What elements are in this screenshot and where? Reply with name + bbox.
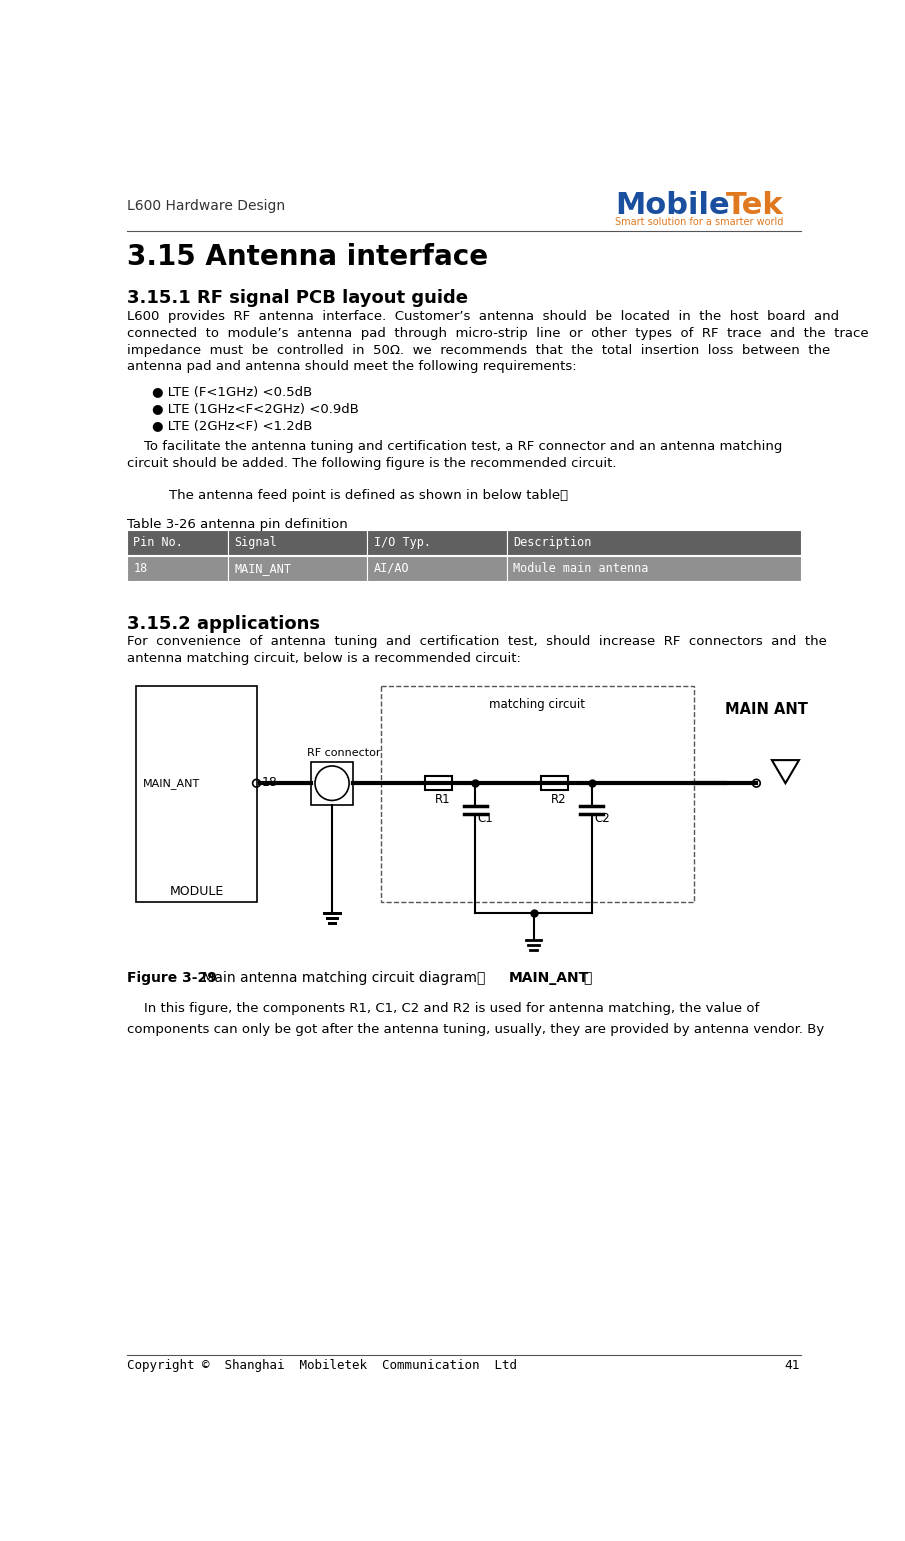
Text: Mobile: Mobile <box>615 191 730 220</box>
Bar <box>228 530 367 555</box>
Text: ● LTE (2GHz<F) <1.2dB: ● LTE (2GHz<F) <1.2dB <box>152 419 312 431</box>
Text: MAIN_ANT: MAIN_ANT <box>509 971 588 985</box>
Text: Copyright ©  Shanghai  Mobiletek  Communication  Ltd: Copyright © Shanghai Mobiletek Communica… <box>127 1359 517 1371</box>
Bar <box>127 530 228 555</box>
Text: 3.15.2 applications: 3.15.2 applications <box>127 615 320 633</box>
Text: ● LTE (1GHz<F<2GHz) <0.9dB: ● LTE (1GHz<F<2GHz) <0.9dB <box>152 402 358 415</box>
Bar <box>380 686 694 901</box>
Text: Description: Description <box>513 536 591 549</box>
Bar <box>228 556 367 581</box>
Text: C2: C2 <box>594 812 610 826</box>
Bar <box>507 556 801 581</box>
Bar <box>310 761 353 804</box>
Bar <box>541 777 568 791</box>
Text: 3.15.1 RF signal PCB layout guide: 3.15.1 RF signal PCB layout guide <box>127 288 468 307</box>
Text: antenna pad and antenna should meet the following requirements:: antenna pad and antenna should meet the … <box>127 361 576 373</box>
Text: Figure 3-29: Figure 3-29 <box>127 971 217 985</box>
Text: For  convenience  of  antenna  tuning  and  certification  test,  should  increa: For convenience of antenna tuning and ce… <box>127 635 827 647</box>
Bar <box>127 556 228 581</box>
Text: Pin No.: Pin No. <box>133 536 183 549</box>
Bar <box>367 530 507 555</box>
Ellipse shape <box>315 766 349 800</box>
Text: To facilitate the antenna tuning and certification test, a RF connector and an a: To facilitate the antenna tuning and cer… <box>127 439 783 453</box>
Text: Module main antenna: Module main antenna <box>513 562 648 575</box>
Text: ● LTE (F<1GHz) <0.5dB: ● LTE (F<1GHz) <0.5dB <box>152 385 312 398</box>
Text: 3.15 Antenna interface: 3.15 Antenna interface <box>127 242 488 271</box>
Text: connected  to  module’s  antenna  pad  through  micro-strip  line  or  other  ty: connected to module’s antenna pad throug… <box>127 327 869 339</box>
Text: Table 3-26 antenna pin definition: Table 3-26 antenna pin definition <box>127 518 348 530</box>
Text: C1: C1 <box>478 812 493 826</box>
Text: ）: ） <box>584 971 592 985</box>
Text: R1: R1 <box>434 794 451 806</box>
Text: L600 Hardware Design: L600 Hardware Design <box>127 199 285 213</box>
Text: Smart solution for a smarter world: Smart solution for a smarter world <box>615 217 784 227</box>
Text: Main antenna matching circuit diagram（: Main antenna matching circuit diagram（ <box>198 971 486 985</box>
Bar <box>367 556 507 581</box>
Text: 18: 18 <box>262 777 278 789</box>
Bar <box>425 777 452 791</box>
Text: MAIN_ANT: MAIN_ANT <box>143 778 200 789</box>
Text: AI/AO: AI/AO <box>374 562 409 575</box>
Text: 18: 18 <box>133 562 148 575</box>
Text: L600  provides  RF  antenna  interface.  Customer’s  antenna  should  be  locate: L600 provides RF antenna interface. Cust… <box>127 310 839 322</box>
Text: The antenna feed point is defined as shown in below table：: The antenna feed point is defined as sho… <box>152 488 568 502</box>
Text: 41: 41 <box>785 1359 801 1371</box>
Text: MAIN ANT: MAIN ANT <box>726 701 808 717</box>
Text: Signal: Signal <box>234 536 277 549</box>
Bar <box>137 686 256 901</box>
Text: MODULE: MODULE <box>169 885 224 898</box>
Text: In this figure, the components R1, C1, C2 and R2 is used for antenna matching, t: In this figure, the components R1, C1, C… <box>127 1002 759 1016</box>
Text: impedance  must  be  controlled  in  50Ω.  we  recommends  that  the  total  ins: impedance must be controlled in 50Ω. we … <box>127 344 830 356</box>
Text: circuit should be added. The following figure is the recommended circuit.: circuit should be added. The following f… <box>127 456 616 470</box>
Bar <box>507 530 801 555</box>
Polygon shape <box>772 760 799 783</box>
Text: components can only be got after the antenna tuning, usually, they are provided : components can only be got after the ant… <box>127 1023 824 1036</box>
Text: antenna matching circuit, below is a recommended circuit:: antenna matching circuit, below is a rec… <box>127 652 521 664</box>
Text: MAIN_ANT: MAIN_ANT <box>234 562 291 575</box>
Text: RF connector: RF connector <box>307 747 380 758</box>
Text: R2: R2 <box>551 794 567 806</box>
Text: Tek: Tek <box>726 191 783 220</box>
Text: matching circuit: matching circuit <box>490 698 586 710</box>
Text: I/O Typ.: I/O Typ. <box>374 536 431 549</box>
